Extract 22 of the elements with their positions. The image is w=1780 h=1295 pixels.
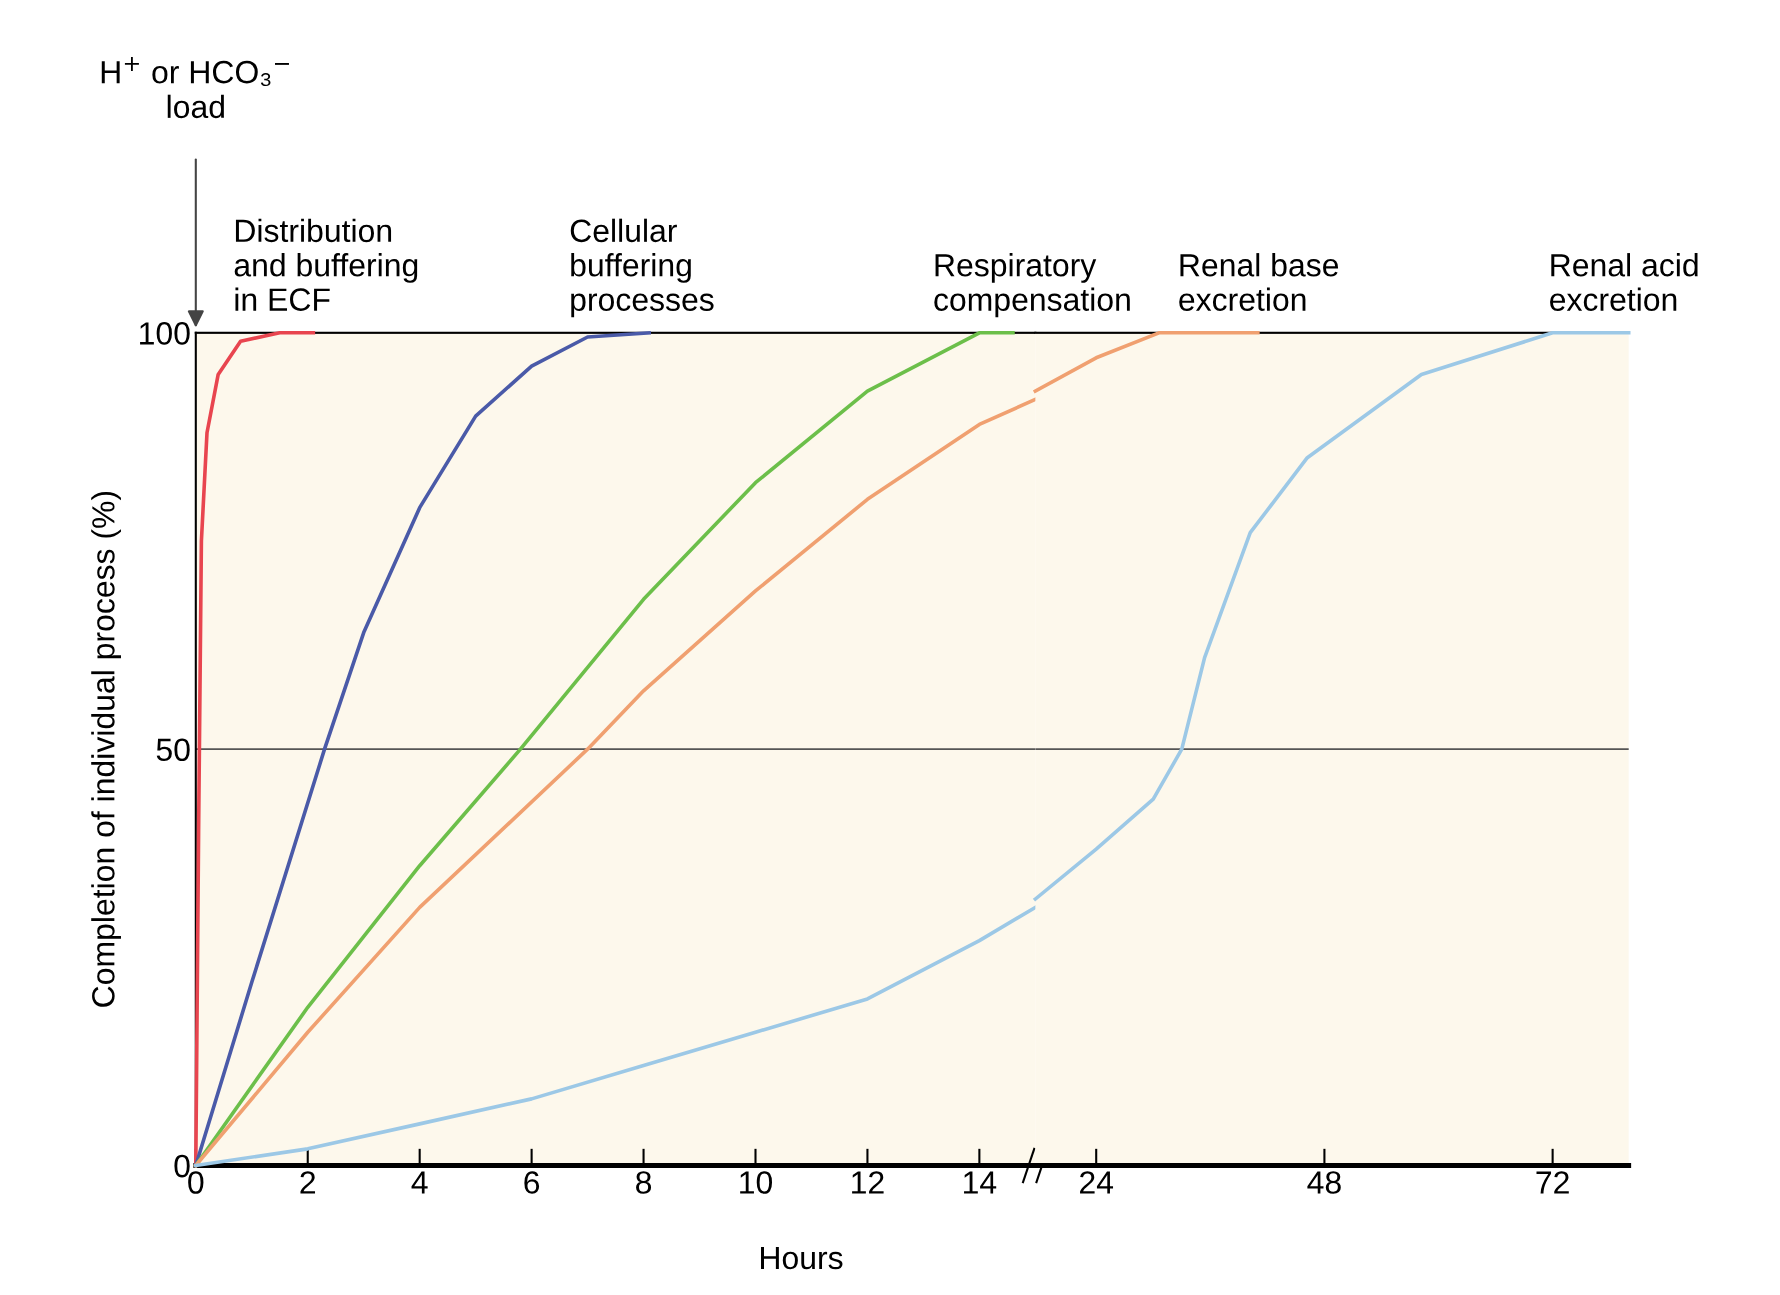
series-label: Renal acid excretion — [1550, 253, 1698, 311]
y-tick-label: 0 — [174, 1154, 190, 1178]
x-tick-label: 14 — [964, 1171, 997, 1194]
x-tick-label: 4 — [411, 1171, 428, 1194]
x-tick-label: 0 — [188, 1171, 204, 1194]
x-axis-title: Hours — [761, 1246, 843, 1270]
x-tick-label: 10 — [740, 1171, 773, 1194]
y-tick-label: 50 — [156, 738, 190, 762]
y-axis-title: Completion of individual process (%) — [91, 491, 121, 1007]
x-tick-label: 72 — [1536, 1171, 1569, 1194]
text: H$^{+}$ or HCO₃$^{−}$ load — [101, 56, 289, 119]
x-tick-label: 8 — [636, 1171, 652, 1194]
series-label: Distribution and buffering in ECF — [234, 218, 418, 311]
series-label: Renal base excretion — [1179, 253, 1339, 311]
x-tick-label: 12 — [852, 1171, 884, 1194]
x-tick-label: 48 — [1307, 1171, 1341, 1194]
x-tick-label: 6 — [524, 1171, 540, 1194]
x-tick-label: 2 — [300, 1171, 316, 1194]
x-tick-label: 24 — [1080, 1171, 1114, 1194]
y-tick-label: 100 — [140, 322, 190, 345]
series-label: Cellular buffering processes — [570, 218, 714, 318]
series-label: Respiratory compensation — [934, 253, 1130, 318]
